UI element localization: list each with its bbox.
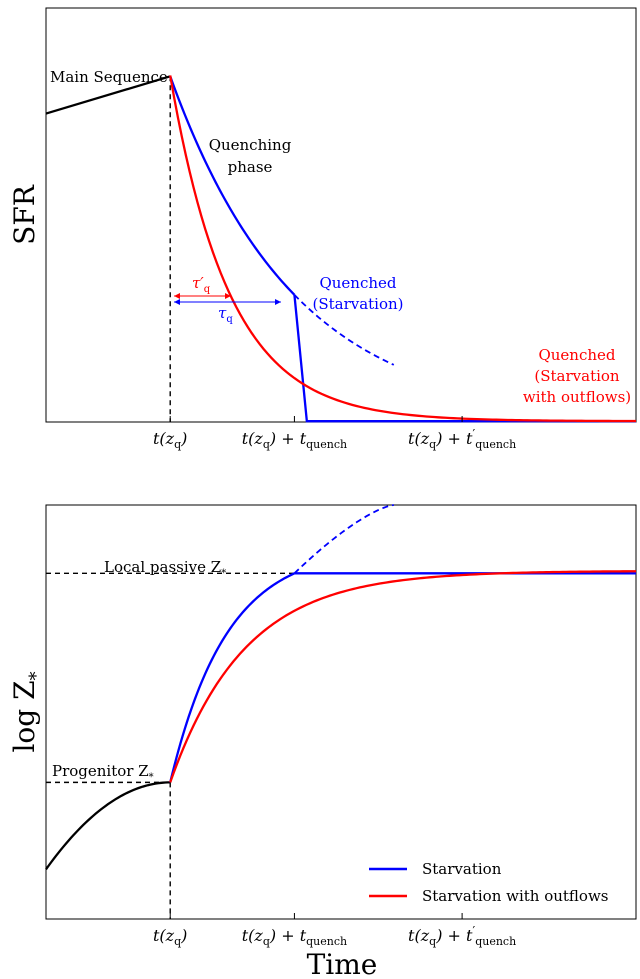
progenitor-label: Progenitor Z* <box>52 762 154 783</box>
quenched-starvation-label-1: Quenched <box>319 274 396 292</box>
legend: Starvation Starvation with outflows <box>369 860 609 905</box>
legend-starvation-label: Starvation <box>422 860 502 878</box>
legend-outflows-label: Starvation with outflows <box>422 887 609 905</box>
sfr-tick-label-0: t(zq) <box>153 429 187 451</box>
metallicity-y-axis-label: log Z* <box>8 671 47 752</box>
quenching-phase-label-2: phase <box>228 158 273 176</box>
outflows-sfr-line <box>169 75 637 423</box>
quenched-outflows-label-2: (Starvation <box>534 367 620 385</box>
time-axis-label: Time <box>307 948 378 979</box>
metallicity-tick-label-0: t(zq) <box>153 926 187 948</box>
starvation-metallicity-line <box>169 572 295 783</box>
sfr-y-axis-label: SFR <box>8 184 41 245</box>
tau-q-marker: τq <box>174 299 281 325</box>
tau-q-label: τq <box>218 304 233 325</box>
local-passive-label: Local passive Z* <box>104 558 226 579</box>
outflows-metallicity-line <box>169 570 637 783</box>
metallicity-lines <box>45 504 637 919</box>
quenched-outflows-label-3: with outflows) <box>523 388 631 406</box>
sfr-tick-label-1: t(zq) + tquench <box>242 429 347 451</box>
sfr-x-ticks: t(zq) t(zq) + tquench t(zq) + t′quench <box>153 416 516 451</box>
tau-q-prime-label: τ′q <box>192 274 211 295</box>
sfr-lines <box>45 75 637 423</box>
metallicity-tick-label-1: t(zq) + tquench <box>242 926 347 948</box>
tau-q-prime-arrowheads <box>174 293 231 299</box>
quenched-outflows-label-1: Quenched <box>538 346 615 364</box>
sfr-tick-label-2: t(zq) + t′quench <box>408 427 516 451</box>
metallicity-plot-frame <box>45 504 637 920</box>
metallicity-panel: t(zq) t(zq) + tquench t(zq) + t′quench log… <box>8 504 637 979</box>
starvation-sfr-extrapolation <box>293 294 395 366</box>
tau-q-prime-marker: τ′q <box>174 274 231 299</box>
metallicity-x-ticks: t(zq) t(zq) + tquench t(zq) + t′quench <box>153 913 516 948</box>
main-sequence-line <box>45 75 171 115</box>
metallicity-tick-label-2: t(zq) + t′quench <box>408 924 516 948</box>
starvation-metallicity-extrapolation <box>293 504 394 574</box>
progenitor-metallicity-line <box>45 781 171 870</box>
quenched-starvation-label-2: (Starvation) <box>312 295 403 313</box>
starvation-sfr-line <box>169 75 296 296</box>
quenching-phase-label-1: Quenching <box>209 136 292 154</box>
sfr-panel: t(zq) t(zq) + tquench t(zq) + t′quench SFR… <box>8 7 637 451</box>
main-sequence-label: Main Sequence <box>50 68 168 86</box>
